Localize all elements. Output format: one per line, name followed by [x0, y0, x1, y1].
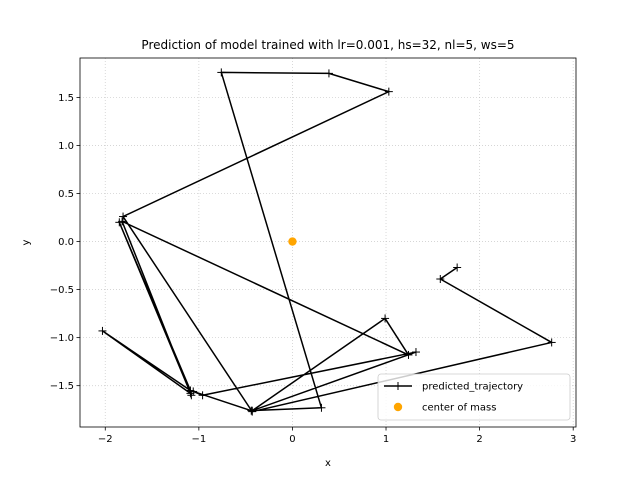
trajectory-point [187, 391, 196, 400]
trajectory-point [384, 87, 393, 96]
trajectory-point [381, 314, 390, 323]
legend-dot-swatch [393, 402, 403, 412]
trajectory-point [115, 218, 124, 227]
trajectory-line [101, 71, 553, 413]
trajectory-point [547, 338, 556, 347]
x-tick-label: −2 [98, 434, 113, 445]
x-tick-label: −1 [191, 434, 206, 445]
trajectory-point [411, 348, 420, 357]
trajectory-point [119, 212, 128, 221]
legend-label-trajectory: predicted_trajectory [422, 382, 523, 393]
x-tick-label: 0 [289, 434, 295, 445]
trajectory-point [317, 403, 326, 412]
y-tick-label: 1.0 [58, 141, 74, 152]
legend-box [377, 373, 571, 421]
legend-entry-trajectory: predicted_trajectory [384, 382, 523, 393]
x-tick-label: 3 [570, 434, 576, 445]
y-tick-label: 0.0 [58, 237, 74, 248]
trajectory-point [436, 275, 445, 284]
center-of-mass-point [288, 237, 297, 246]
grid [80, 58, 576, 427]
trajectory-point [98, 326, 107, 335]
series-layer [98, 68, 556, 416]
legend-entry-center-of-mass: center of mass [393, 402, 496, 414]
trajectory-point [324, 69, 333, 78]
trajectory-point [186, 386, 195, 395]
y-tick-label: −1.5 [50, 381, 74, 392]
x-axis-label: x [325, 458, 331, 469]
y-axis-label: y [21, 239, 32, 245]
legend-label-center-of-mass: center of mass [422, 403, 496, 414]
trajectory-point [453, 263, 462, 272]
y-tick-label: 1.5 [58, 93, 74, 104]
trajectory-point [248, 406, 257, 415]
plot-frame [79, 57, 577, 428]
y-tick-label: 0.5 [58, 189, 74, 200]
trajectory-point [217, 68, 226, 77]
trajectory-point [404, 350, 413, 359]
y-tick-label: −0.5 [50, 285, 74, 296]
x-tick-label: 2 [476, 434, 482, 445]
trajectory-point [198, 391, 207, 400]
y-tick-label: −1.0 [50, 333, 74, 344]
ticks: −2 −1 0 1 2 3 −1.5 −1.0 −0.5 0.0 0.5 1.0 1.5 [50, 93, 577, 445]
x-tick-label: 1 [383, 434, 389, 445]
chart-title: Prediction of model trained with lr=0.00… [141, 38, 514, 52]
